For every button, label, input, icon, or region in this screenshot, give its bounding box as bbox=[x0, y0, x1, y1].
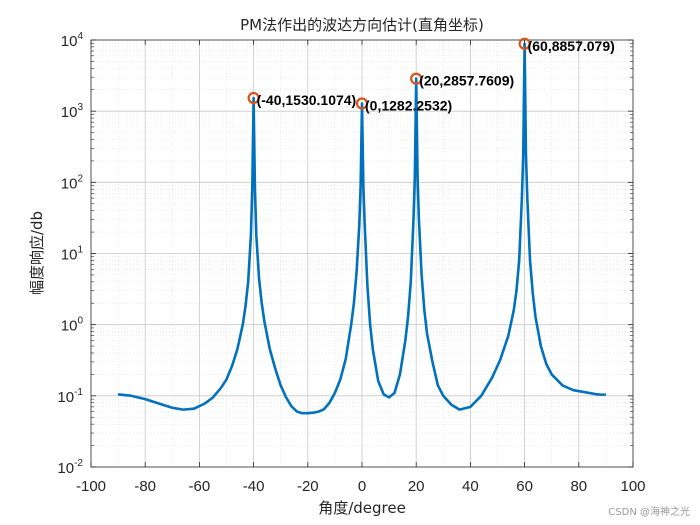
series-layer bbox=[117, 42, 606, 415]
x-tick-label: -60 bbox=[189, 478, 211, 495]
x-tick-label: -100 bbox=[76, 478, 106, 495]
peak-marker bbox=[518, 37, 531, 50]
y-tick-label: 101 bbox=[61, 245, 84, 264]
y-tick-label: 102 bbox=[61, 173, 84, 192]
x-tick-label: -20 bbox=[297, 478, 319, 495]
peak-label: (20,2857.7609) bbox=[419, 73, 514, 89]
peak-marker bbox=[410, 72, 423, 85]
y-tick-label: 103 bbox=[61, 102, 84, 121]
y-tick-labels: 10-2 10-1 100 101 102 103 104 bbox=[57, 31, 83, 477]
y-axis-label: 幅度响应/db bbox=[28, 211, 46, 295]
x-tick-label: 80 bbox=[570, 478, 587, 495]
peak-marker bbox=[247, 91, 260, 105]
chart-title: PM法作出的波达方向估计(直角坐标) bbox=[240, 16, 484, 34]
x-tick-label: 100 bbox=[620, 478, 645, 495]
peak-label: (-40,1530.1074) bbox=[257, 92, 357, 108]
watermark: CSDN @海神之光 bbox=[608, 505, 690, 518]
x-tick-labels: -100 -80 -60 -40 -20 0 20 40 60 80 100 bbox=[76, 478, 646, 495]
x-tick-label: 40 bbox=[462, 478, 479, 495]
x-tick-label: -40 bbox=[243, 478, 265, 495]
y-tick-label: 104 bbox=[61, 31, 84, 50]
peak-marker bbox=[355, 97, 369, 110]
peak-label: (0,1282.2532) bbox=[365, 97, 452, 113]
y-tick-label: 10-1 bbox=[57, 387, 83, 406]
x-tick-label: 0 bbox=[358, 478, 366, 495]
y-tick-label: 10-2 bbox=[57, 458, 83, 477]
x-axis-label: 角度/degree bbox=[318, 499, 406, 517]
x-tick-label: 20 bbox=[408, 478, 425, 495]
y-tick-label: 100 bbox=[61, 316, 84, 335]
annotations: (-40,1530.1074) (0,1282.2532) (20,2857.760… bbox=[247, 37, 615, 113]
series-line bbox=[117, 42, 606, 415]
x-tick-label: 60 bbox=[516, 478, 533, 495]
x-tick-label: -80 bbox=[134, 478, 156, 495]
peak-label: (60,8857.079) bbox=[528, 38, 615, 54]
tick-marks bbox=[90, 39, 634, 468]
